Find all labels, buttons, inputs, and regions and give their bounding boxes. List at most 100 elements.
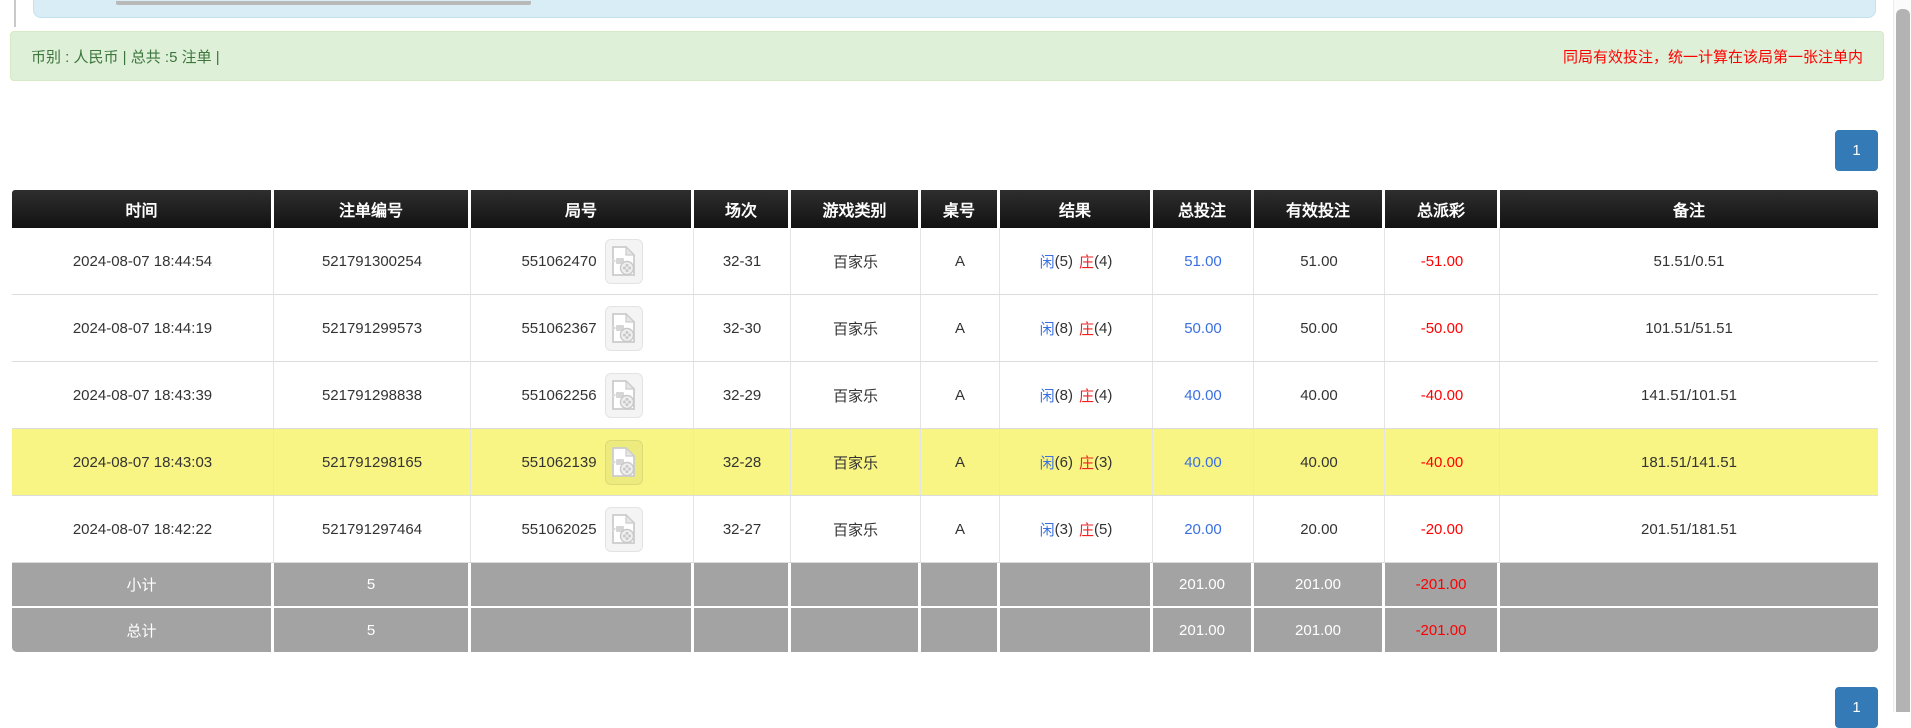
result-cell: 闲 (8) 庄 (4) [1000,362,1153,428]
header-bet-id: 注单编号 [274,190,471,228]
filter-panel-cutoff [33,0,1876,18]
summary-row: 总计 5 201.00 201.00 -201.00 [12,608,1878,652]
summary-empty-cell [921,608,1000,652]
table-number: A [921,295,1000,361]
result-player-label: 闲 [1039,454,1055,472]
summary-empty-cell [1500,608,1878,652]
remark: 201.51/181.51 [1641,520,1737,538]
round-id-cell: 551062367 [471,295,694,361]
summary-total-bet: 201.00 [1153,608,1254,652]
session: 32-27 [694,496,791,562]
round-id: 551062256 [521,386,597,404]
bet-id: 521791298165 [274,429,471,495]
summary-empty-cell [1000,563,1153,606]
result-cell: 闲 (5) 庄 (4) [1000,228,1153,294]
pagination-page-1-bottom[interactable]: 1 [1835,687,1878,728]
summary-empty-cell [791,608,921,652]
bet-id: 521791300254 [274,228,471,294]
result-cell: 闲 (3) 庄 (5) [1000,496,1153,562]
result-player-count: (6) [1054,453,1073,471]
result-banker-label: 庄 [1079,387,1095,405]
table-body: 2024-08-07 18:44:54 521791300254 5510624… [12,228,1878,563]
table-footer: 小计 5 201.00 201.00 -201.00 总计 5 [12,563,1878,652]
valid-bet: 40.00 [1254,362,1385,428]
result-cell: 闲 (8) 庄 (4) [1000,295,1153,361]
table-row[interactable]: 2024-08-07 18:44:19 521791299573 5510623… [12,295,1878,362]
summary-valid-bet: 201.00 [1254,563,1385,606]
table-number: A [921,228,1000,294]
summary-label: 小计 [12,563,274,606]
session: 32-29 [694,362,791,428]
currency-total-label: 币别 : 人民币 | 总共 :5 注单 | [31,48,220,66]
header-round-id: 局号 [471,190,694,228]
total-bet-link[interactable]: 51.00 [1153,228,1254,294]
total-payout: -20.00 [1385,496,1500,562]
panel-left-border [14,0,16,27]
game-type: 百家乐 [791,295,921,361]
round-id: 551062139 [521,453,597,471]
result-banker-count: (5) [1094,520,1113,538]
round-id: 551062367 [521,319,597,337]
total-bet-link[interactable]: 40.00 [1153,362,1254,428]
total-bet-link[interactable]: 50.00 [1153,295,1254,361]
video-file-icon [612,513,636,544]
total-payout: -40.00 [1385,429,1500,495]
round-id-cell: 551062025 [471,496,694,562]
summary-total-bet: 201.00 [1153,563,1254,606]
scrollbar-track[interactable] [1893,0,1911,712]
video-file-icon [612,312,636,343]
remark: 181.51/141.51 [1641,453,1737,471]
result-player-label: 闲 [1039,320,1055,338]
game-type: 百家乐 [791,429,921,495]
header-remark: 备注 [1672,203,1705,220]
table-row[interactable]: 2024-08-07 18:44:54 521791300254 5510624… [12,228,1878,295]
round-id-cell: 551062470 [471,228,694,294]
table-number: A [921,362,1000,428]
summary-empty-cell [1000,608,1153,652]
summary-payout: -201.00 [1385,563,1500,606]
pagination-page-1-top[interactable]: 1 [1835,130,1878,171]
summary-empty-cell [694,608,791,652]
video-replay-button[interactable] [604,439,643,485]
table-row[interactable]: 2024-08-07 18:42:22 521791297464 5510620… [12,496,1878,563]
summary-count: 5 [274,563,471,606]
header-time: 时间 [12,190,274,228]
summary-label: 总计 [12,608,274,652]
summary-count: 5 [274,608,471,652]
header-game-type: 游戏类别 [791,190,921,228]
video-file-icon [612,379,636,410]
bet-time: 2024-08-07 18:43:39 [12,362,274,428]
summary-empty-cell [694,563,791,606]
valid-bet-notice: 同局有效投注，统一计算在该局第一张注单内 [1562,48,1863,66]
session: 32-30 [694,295,791,361]
video-replay-button[interactable] [604,372,643,418]
summary-empty-cell [1500,563,1878,606]
result-banker-label: 庄 [1079,253,1095,271]
total-bet-link[interactable]: 20.00 [1153,496,1254,562]
result-cell: 闲 (6) 庄 (3) [1000,429,1153,495]
result-player-label: 闲 [1039,387,1055,405]
valid-bet: 40.00 [1254,429,1385,495]
video-replay-button[interactable] [604,238,643,284]
header-table-no: 桌号 [921,190,1000,228]
game-type: 百家乐 [791,496,921,562]
summary-empty-cell [471,608,694,652]
total-bet-link[interactable]: 40.00 [1153,429,1254,495]
round-id-cell: 551062139 [471,429,694,495]
summary-bar: 币别 : 人民币 | 总共 :5 注单 | 同局有效投注，统一计算在该局第一张注… [10,31,1884,81]
result-player-label: 闲 [1039,521,1055,539]
valid-bet: 50.00 [1254,295,1385,361]
round-id-cell: 551062256 [471,362,694,428]
bet-time: 2024-08-07 18:43:03 [12,429,274,495]
header-result: 结果 [1000,190,1153,228]
game-type: 百家乐 [791,228,921,294]
round-id: 551062470 [521,252,597,270]
result-banker-count: (4) [1094,319,1113,337]
scrollbar-thumb[interactable] [1896,9,1910,712]
video-replay-button[interactable] [604,506,643,552]
table-row[interactable]: 2024-08-07 18:43:39 521791298838 5510622… [12,362,1878,429]
summary-row: 小计 5 201.00 201.00 -201.00 [12,563,1878,608]
table-row[interactable]: 2024-08-07 18:43:03 521791298165 5510621… [12,429,1878,496]
video-replay-button[interactable] [604,305,643,351]
bet-time: 2024-08-07 18:42:22 [12,496,274,562]
